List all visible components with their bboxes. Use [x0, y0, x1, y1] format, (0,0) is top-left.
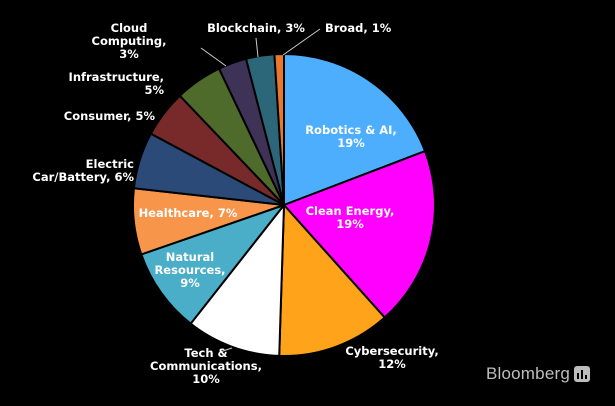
slice-label-robotics-ai: Robotics & AI, 19%: [305, 123, 397, 150]
slice-label-infrastructure: Infrastructure, 5%: [69, 70, 165, 97]
slice-label-consumer: Consumer, 5%: [64, 109, 156, 123]
pie-slice-tech-communications: [189, 201, 286, 357]
bloomberg-logo: Bloomberg: [485, 364, 570, 383]
leader-line: [219, 347, 233, 353]
pie-slice-clean-energy: [282, 149, 436, 319]
bloomberg-chart-icon: [574, 366, 590, 382]
slice-label-tech-communications: Tech & Communications, 10%: [150, 346, 262, 386]
pie-slice-cybersecurity: [278, 202, 387, 357]
slice-label-healthcare: Healthcare, 7%: [139, 206, 238, 220]
leader-line: [255, 37, 259, 58]
slice-label-electric-car-battery: Electric Car/Battery, 6%: [32, 157, 134, 184]
slice-label-cloud-computing: Cloud Computing, 3%: [92, 21, 167, 61]
slice-label-blockchain: Blockchain, 3%: [207, 21, 305, 35]
slice-label-broad: Broad, 1%: [325, 21, 392, 35]
slice-label-clean-energy: Clean Energy, 19%: [306, 204, 395, 231]
pie-slice-robotics-ai: [283, 52, 427, 207]
slice-label-cybersecurity: Cybersecurity, 12%: [345, 344, 438, 371]
leader-line: [282, 28, 321, 56]
pie-slice-natural-resources: [140, 202, 287, 326]
leader-line: [200, 47, 227, 67]
slice-label-natural-resources: Natural Resources, 9%: [154, 250, 225, 290]
